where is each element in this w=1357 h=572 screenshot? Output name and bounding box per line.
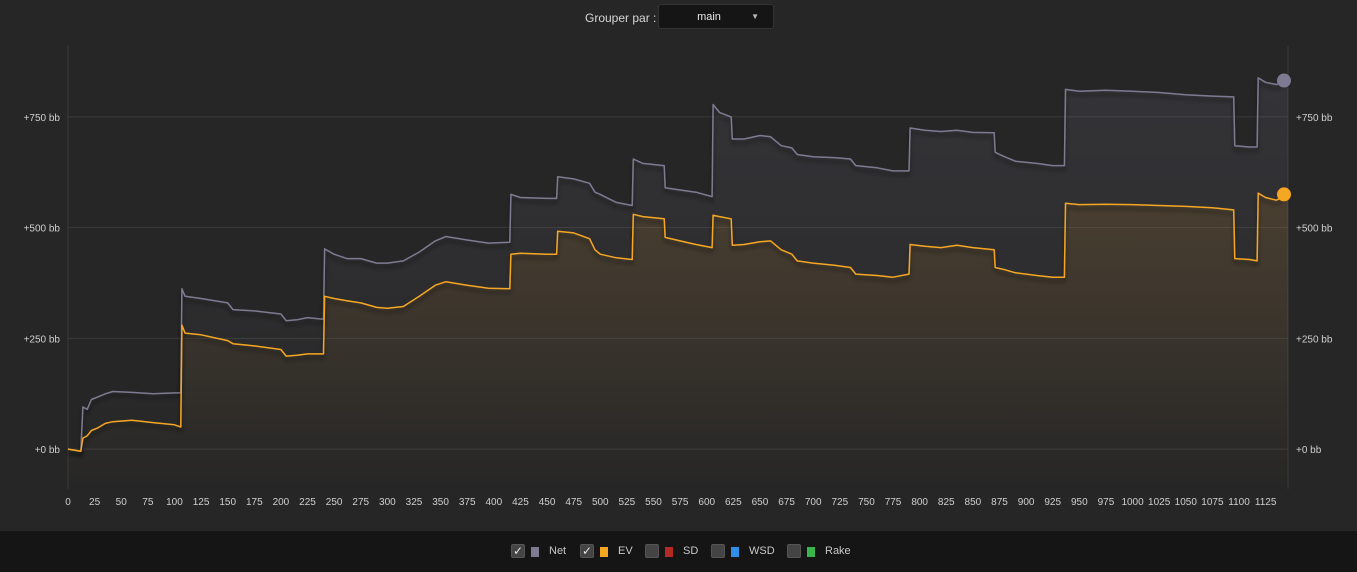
legend-label: WSD — [749, 545, 775, 557]
group-by-select[interactable]: main ▼ — [658, 4, 774, 29]
legend-swatch — [807, 547, 815, 557]
x-tick-label: 1025 — [1148, 497, 1171, 508]
y-tick-label-right: +500 bb — [1296, 224, 1333, 235]
x-tick-label: 675 — [778, 497, 795, 508]
x-tick-label: 175 — [246, 497, 263, 508]
x-tick-label: 825 — [938, 497, 955, 508]
legend-label: Rake — [825, 545, 851, 557]
x-tick-label: 1100 — [1228, 497, 1250, 508]
y-tick-label-right: +250 bb — [1296, 334, 1333, 345]
x-tick-label: 100 — [166, 497, 183, 508]
x-tick-label: 800 — [911, 497, 928, 508]
legend-checkbox[interactable]: ✓ — [511, 544, 525, 558]
legend-swatch — [600, 547, 608, 557]
legend-label: Net — [549, 545, 567, 557]
x-tick-label: 625 — [725, 497, 742, 508]
axes: +0 bb +0 bb +250 bb +250 bb +500 bb +500 bb +7… — [24, 113, 1333, 508]
series-area-ev — [68, 193, 1288, 489]
y-tick-label-right: +750 bb — [1296, 113, 1333, 124]
x-tick-label: 750 — [858, 497, 875, 508]
x-tick-label: 575 — [672, 497, 689, 508]
x-tick-label: 325 — [406, 497, 423, 508]
legend-item-ev[interactable]: ✓ EV — [580, 544, 640, 560]
series-group — [67, 73, 1291, 490]
x-tick-label: 25 — [89, 497, 101, 508]
x-tick-label: 1050 — [1175, 497, 1198, 508]
legend-checkbox[interactable]: ✓ — [580, 544, 594, 558]
x-tick-label: 775 — [885, 497, 902, 508]
series-line-ev — [67, 192, 1289, 453]
chevron-down-icon: ▼ — [751, 12, 759, 21]
x-tick-label: 975 — [1098, 497, 1115, 508]
x-tick-label: 125 — [193, 497, 210, 508]
x-tick-label: 275 — [352, 497, 369, 508]
x-tick-label: 700 — [805, 497, 822, 508]
x-tick-label: 300 — [379, 497, 396, 508]
series-line-net — [67, 77, 1289, 453]
x-tick-label: 600 — [698, 497, 715, 508]
x-tick-label: 475 — [565, 497, 582, 508]
series-end-marker-net[interactable] — [1277, 73, 1291, 88]
group-by-label: Grouper par : — [585, 11, 657, 25]
x-tick-label: 375 — [459, 497, 476, 508]
x-tick-label: 550 — [645, 497, 662, 508]
x-tick-label: 1075 — [1201, 497, 1224, 508]
x-tick-label: 50 — [116, 497, 128, 508]
legend-label: EV — [618, 545, 633, 557]
legend: ✓ Net ✓ EV SD WSD Rake — [0, 531, 1357, 572]
x-tick-label: 650 — [752, 497, 769, 508]
legend-checkbox[interactable] — [711, 544, 725, 558]
legend-item-sd[interactable]: SD — [645, 544, 705, 560]
x-tick-label: 1000 — [1121, 497, 1144, 508]
series-end-marker-ev[interactable] — [1277, 187, 1291, 202]
x-tick-label: 400 — [485, 497, 502, 508]
x-tick-label: 350 — [432, 497, 449, 508]
x-tick-label: 525 — [619, 497, 636, 508]
x-tick-label: 200 — [273, 497, 290, 508]
x-tick-label: 225 — [299, 497, 316, 508]
legend-checkbox[interactable] — [645, 544, 659, 558]
legend-swatch — [665, 547, 673, 557]
x-tick-label: 1125 — [1255, 497, 1277, 508]
legend-checkbox[interactable] — [787, 544, 801, 558]
legend-swatch — [731, 547, 739, 557]
legend-item-net[interactable]: ✓ Net — [511, 544, 579, 560]
x-tick-label: 250 — [326, 497, 343, 508]
x-tick-label: 875 — [991, 497, 1008, 508]
legend-item-wsd[interactable]: WSD — [711, 544, 779, 560]
y-tick-label-left: +250 bb — [24, 334, 61, 345]
x-tick-label: 850 — [965, 497, 982, 508]
y-tick-label-right: +0 bb — [1296, 445, 1322, 456]
x-tick-label: 725 — [831, 497, 848, 508]
toolbar: Grouper par : main ▼ — [0, 0, 1357, 34]
group-by-value: main — [697, 11, 721, 23]
x-tick-label: 925 — [1044, 497, 1061, 508]
y-tick-label-left: +750 bb — [24, 113, 61, 124]
x-tick-label: 425 — [512, 497, 529, 508]
legend-label: SD — [683, 545, 699, 557]
x-tick-label: 950 — [1071, 497, 1088, 508]
y-tick-label-left: +500 bb — [24, 224, 61, 235]
x-tick-label: 450 — [539, 497, 556, 508]
winnings-chart: +0 bb +0 bb +250 bb +250 bb +500 bb +500 bb +7… — [24, 46, 1333, 508]
x-tick-label: 75 — [142, 497, 154, 508]
legend-swatch — [531, 547, 539, 557]
x-tick-label: 0 — [65, 497, 71, 508]
x-tick-label: 150 — [219, 497, 236, 508]
y-tick-label-left: +0 bb — [35, 445, 61, 456]
x-tick-label: 500 — [592, 497, 609, 508]
legend-item-rake[interactable]: Rake — [787, 544, 863, 560]
x-tick-label: 900 — [1018, 497, 1035, 508]
